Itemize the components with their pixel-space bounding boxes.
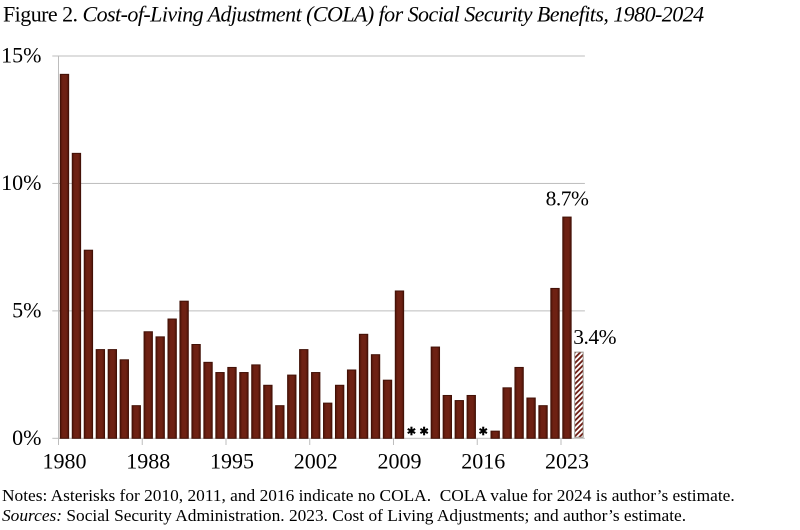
svg-text:1980: 1980 (42, 449, 86, 474)
svg-text:Notes: Asterisks for 2010, 201: Notes: Asterisks for 2010, 2011, and 201… (2, 486, 735, 505)
svg-text:2002: 2002 (294, 449, 338, 474)
svg-text:10%: 10% (1, 170, 41, 195)
svg-text:Figure 2. Cost-of-Living Adjus: Figure 2. Cost-of-Living Adjustment (COL… (3, 1, 704, 26)
svg-text:1988: 1988 (126, 449, 170, 474)
svg-text:15%: 15% (1, 42, 41, 67)
svg-text:1995: 1995 (210, 449, 254, 474)
svg-text:3.4%: 3.4% (573, 325, 616, 349)
svg-text:Sources: Social Security Admin: Sources: Social Security Administration.… (2, 506, 686, 525)
svg-text:8.7%: 8.7% (546, 187, 589, 211)
svg-text:2009: 2009 (377, 449, 421, 474)
svg-text:5%: 5% (12, 297, 41, 322)
svg-text:0%: 0% (12, 425, 41, 450)
svg-text:2016: 2016 (461, 449, 505, 474)
svg-text:2023: 2023 (545, 449, 589, 474)
